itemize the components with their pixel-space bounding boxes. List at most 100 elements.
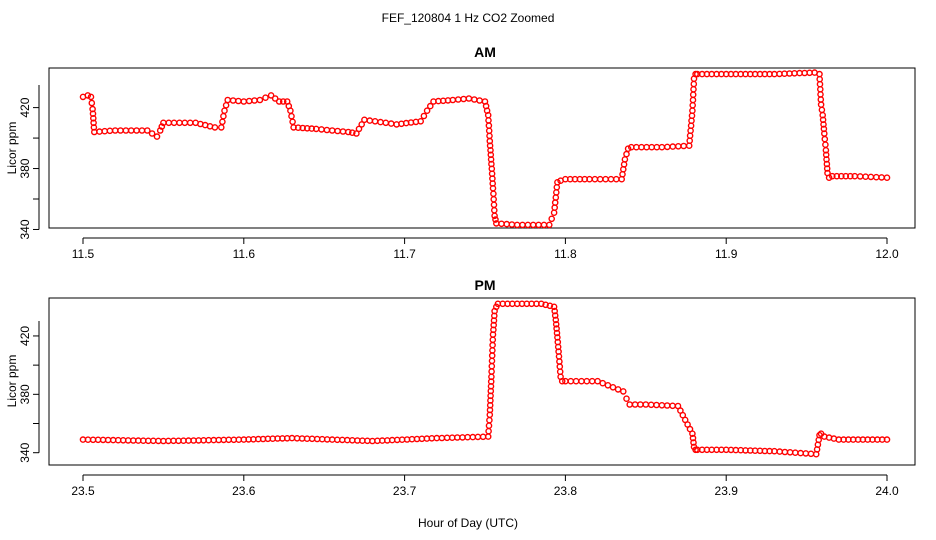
am-data-point <box>211 124 219 131</box>
am-data-point <box>235 97 242 105</box>
am-x-tick-label: 11.5 <box>72 247 95 261</box>
pm-data-point <box>556 368 564 376</box>
am-data-point <box>348 129 356 136</box>
am-data-point <box>689 96 697 104</box>
pm-data-point <box>588 377 596 385</box>
pm-points <box>79 300 891 458</box>
am-data-point <box>492 216 499 223</box>
pm-data-point <box>599 379 607 387</box>
am-data-point <box>271 95 279 102</box>
am-data-point <box>318 126 325 133</box>
am-data-point <box>867 173 875 181</box>
am-data-point <box>529 221 537 229</box>
pm-data-point <box>776 448 784 455</box>
pm-data-point <box>786 448 794 456</box>
am-data-point <box>84 92 92 99</box>
am-data-point <box>165 119 173 127</box>
am-data-point <box>106 127 114 135</box>
am-data-point <box>664 143 671 151</box>
am-data-point <box>829 172 836 180</box>
pm-data-point <box>485 427 492 435</box>
pm-data-point <box>781 448 789 456</box>
am-data-point <box>262 94 269 101</box>
pm-data-point <box>488 357 496 365</box>
pm-data-point <box>488 368 495 375</box>
am-data-point <box>158 123 166 130</box>
am-data-point <box>490 190 497 198</box>
am-data-point <box>490 195 498 203</box>
am-x-axis: 11.5 11.6 11.7 11.8 11.9 12.0 <box>72 237 899 261</box>
am-data-point <box>176 119 183 127</box>
am-data-point <box>690 86 697 93</box>
am-data-point <box>288 112 295 120</box>
pm-data-point <box>556 363 564 370</box>
am-data-point <box>371 118 379 125</box>
pm-data-point <box>631 401 639 408</box>
am-data-point <box>426 102 434 110</box>
am-data-point <box>245 97 253 105</box>
am-data-point <box>838 172 845 180</box>
pm-panel-title: PM <box>475 277 496 293</box>
am-data-point <box>552 194 560 201</box>
am-data-point <box>217 124 225 131</box>
am-data-point <box>821 135 829 143</box>
am-data-point <box>498 220 505 228</box>
am-panel-title: AM <box>474 44 496 60</box>
am-data-point <box>535 221 542 229</box>
am-data-point <box>454 96 462 103</box>
am-data-point <box>602 175 609 183</box>
pm-data-point <box>663 402 671 409</box>
pm-data-point <box>489 347 496 354</box>
am-data-point <box>818 106 826 114</box>
am-data-point <box>382 119 390 127</box>
pm-y-axis: 340 380 420 <box>18 321 40 463</box>
am-data-point <box>519 221 526 229</box>
am-data-point <box>387 120 395 127</box>
pm-data-point <box>488 362 496 370</box>
am-data-point <box>377 118 384 126</box>
pm-data-point <box>669 402 676 410</box>
am-data-point <box>170 119 178 127</box>
pm-data-point <box>552 316 560 324</box>
pm-data-point <box>486 416 493 424</box>
am-data-point <box>503 220 511 228</box>
pm-panel: PM Licor ppm 23.5 23.6 23.7 23.8 23.9 24.0 34… <box>5 277 916 498</box>
pm-data-point <box>623 395 630 403</box>
am-data-point <box>842 172 850 180</box>
am-data-point <box>689 91 697 98</box>
am-x-tick-label: 11.8 <box>554 247 577 261</box>
pm-x-tick-label: 23.8 <box>554 484 578 498</box>
am-data-point <box>229 97 237 104</box>
am-data-point <box>122 127 130 134</box>
am-data-point <box>417 118 425 125</box>
am-data-point <box>508 221 516 228</box>
pm-data-point <box>792 449 799 457</box>
am-data-point <box>690 80 698 88</box>
am-data-point <box>339 128 347 135</box>
am-data-point <box>833 172 841 180</box>
am-x-tick-label: 12.0 <box>875 247 899 261</box>
am-data-point <box>133 127 140 134</box>
am-data-point <box>822 141 829 148</box>
figure-title: FEF_120804 1 Hz CO2 Zoomed <box>382 11 555 25</box>
am-data-point <box>358 121 366 128</box>
am-data-point <box>490 201 498 209</box>
pm-data-point <box>488 352 496 359</box>
am-data-point <box>88 99 96 107</box>
am-data-point <box>423 107 431 114</box>
pm-data-point <box>551 312 559 319</box>
am-data-point <box>862 173 869 180</box>
am-y-axis-label: Licor ppm <box>5 122 19 175</box>
am-data-point <box>334 127 341 135</box>
pm-data-point <box>614 386 622 393</box>
pm-data-point <box>620 388 627 395</box>
pm-data-point <box>807 450 815 458</box>
am-data-point <box>613 175 620 183</box>
am-data-point <box>251 97 258 104</box>
am-data-point <box>470 96 478 103</box>
am-data-point <box>224 96 231 104</box>
am-data-point <box>138 127 146 134</box>
am-x-tick-label: 11.7 <box>393 247 416 261</box>
pm-data-point <box>552 320 560 328</box>
am-data-point <box>553 189 560 196</box>
